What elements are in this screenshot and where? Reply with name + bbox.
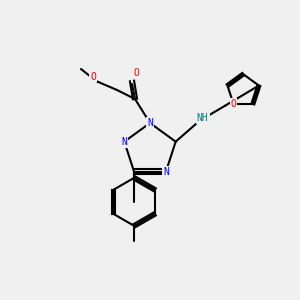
Text: N: N [163, 167, 169, 177]
Text: N: N [147, 118, 153, 128]
Text: O: O [230, 99, 236, 109]
Text: N: N [122, 137, 127, 147]
Text: O: O [90, 71, 96, 82]
Text: NH: NH [197, 113, 208, 123]
Text: O: O [134, 68, 140, 79]
